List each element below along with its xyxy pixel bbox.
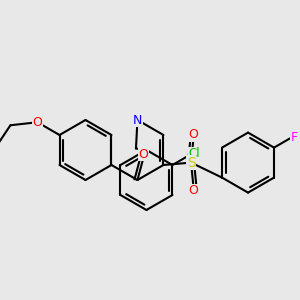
Text: F: F	[291, 131, 298, 144]
Text: S: S	[187, 156, 195, 170]
Text: O: O	[138, 148, 148, 161]
Text: O: O	[188, 184, 198, 197]
Text: O: O	[188, 128, 198, 141]
Text: Cl: Cl	[188, 147, 200, 160]
Text: N: N	[133, 113, 142, 127]
Text: O: O	[32, 116, 42, 129]
